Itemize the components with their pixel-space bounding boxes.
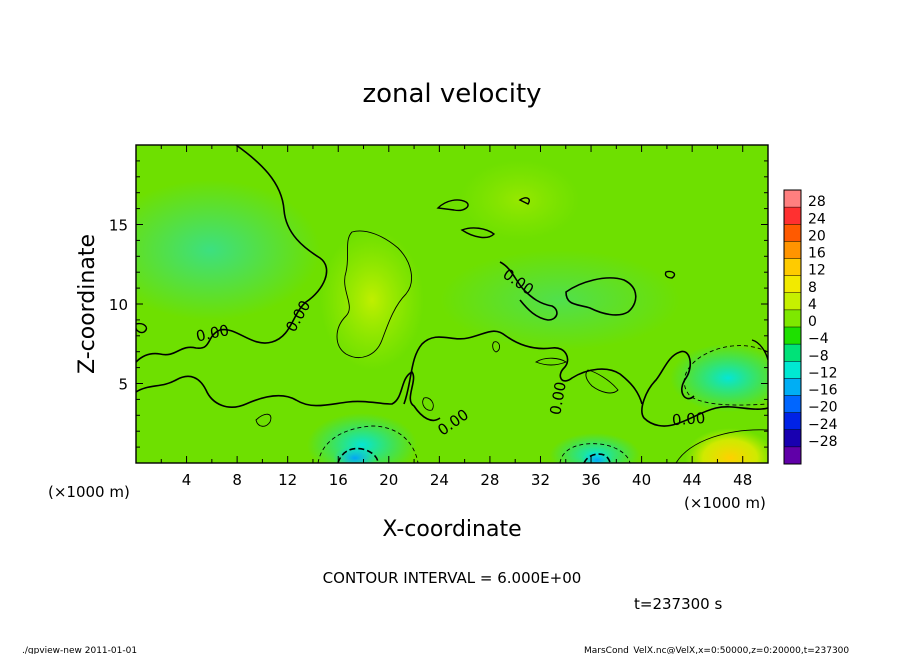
colorbar-label: 28 — [808, 194, 826, 210]
colorbar-swatch — [784, 207, 801, 225]
colorbar-label: 20 — [808, 228, 826, 244]
contour-zero-small6 — [518, 197, 530, 205]
x-tick-label: 40 — [632, 471, 651, 489]
colorbar — [783, 189, 802, 465]
x-tick-label: 28 — [480, 471, 499, 489]
heat-blob-left-teal — [136, 180, 320, 320]
contour-label: 0.00 — [546, 380, 570, 416]
heat-blob-cyan-bottom2 — [550, 433, 640, 463]
contour-negative-bottom2 — [559, 443, 631, 463]
colorbar-label: −12 — [808, 365, 838, 381]
footer-right: MarsCond_VelX.nc@VelX,x=0:50000,z=0:2000… — [584, 646, 849, 654]
colorbar-label: −20 — [808, 400, 838, 416]
contour-zero-island-right — [565, 277, 637, 316]
contour-negative-bottom1 — [317, 425, 419, 463]
heat-blob-yellow-bottomright — [685, 428, 768, 463]
x-unit-right: (×1000 m) — [684, 494, 766, 512]
colorbar-swatch — [784, 292, 801, 311]
colorbar-swatch — [784, 344, 801, 362]
contour-interval: CONTOUR INTERVAL = 6.000E+00 — [323, 569, 582, 587]
contour-zero-small1 — [436, 199, 469, 212]
contour-positive-bottomright — [675, 429, 768, 463]
x-tick-label: 36 — [581, 471, 600, 489]
heat-blob-blue-bottom1 — [333, 446, 377, 463]
heat-blob-cyan-right — [670, 344, 768, 412]
contour-zero-small2 — [460, 227, 496, 239]
contour-label: 0.00 — [671, 409, 706, 429]
x-tick-label: 12 — [278, 471, 297, 489]
x-tick-label: 48 — [733, 471, 752, 489]
contour-zero-right — [641, 350, 768, 427]
y-tick-label: 15 — [109, 217, 128, 235]
colorbar-label: 8 — [808, 280, 817, 296]
heat-blob-mid-teal — [440, 250, 680, 350]
contour-lines — [136, 145, 768, 463]
contour-positive-center — [336, 230, 413, 358]
heatmap-field — [136, 145, 768, 463]
y-tick-label: 10 — [109, 296, 128, 314]
colorbar-swatch — [784, 429, 801, 448]
contour-positive-small3 — [255, 413, 272, 427]
footer-left: ./gpview-new 2011-01-01 — [22, 646, 137, 654]
x-tick-label: 8 — [232, 471, 242, 489]
colorbar-label: −16 — [808, 383, 838, 399]
colorbar-swatch — [784, 378, 801, 396]
y-axis-ticks: 5 10 15 — [109, 160, 768, 448]
colorbar-swatch — [784, 412, 801, 431]
time-label: t=237300 s — [634, 595, 722, 613]
y-tick-label: 5 — [118, 376, 128, 394]
x-tick-label: 24 — [430, 471, 449, 489]
colorbar-swatch — [784, 190, 801, 208]
colorbar-label: 16 — [808, 246, 826, 262]
contour-positive-small4 — [492, 341, 501, 353]
colorbar-label: 24 — [808, 211, 826, 227]
colorbar-swatch — [784, 446, 801, 465]
contour-positive-small5 — [534, 357, 567, 366]
heat-blob-blue-bottom2 — [581, 452, 613, 463]
colorbar-swatch — [784, 275, 801, 294]
contour-zero-squiggle — [499, 261, 558, 321]
colorbar-label: 12 — [808, 263, 826, 279]
colorbar-swatch — [784, 309, 801, 328]
contour-positive-small2 — [585, 369, 619, 394]
heat-blob-cyan-bottom1 — [307, 413, 417, 463]
colorbar-label: 0 — [808, 314, 817, 330]
x-axis-ticks: 4 8 12 16 20 24 28 32 36 40 44 48 — [160, 145, 752, 489]
colorbar-swatch — [784, 327, 801, 345]
x-tick-label: 20 — [379, 471, 398, 489]
x-tick-label: 32 — [531, 471, 550, 489]
colorbar-swatch — [784, 258, 801, 276]
contour-zero-small4 — [664, 270, 676, 279]
contour-positive-small — [422, 397, 434, 411]
colorbar-label: −8 — [808, 348, 829, 364]
x-tick-label: 4 — [182, 471, 192, 489]
x-axis-title: X-coordinate — [382, 517, 521, 542]
contour-negative-bottom1-inner — [337, 447, 379, 463]
x-unit-left: (×1000 m) — [48, 483, 130, 501]
contour-negative-right — [683, 345, 768, 406]
y-axis-title: Z-coordinate — [75, 234, 100, 374]
colorbar-swatch — [784, 241, 801, 259]
contour-zero-mid — [403, 330, 643, 405]
x-tick-label: 44 — [683, 471, 702, 489]
colorbar-label: 4 — [808, 297, 817, 313]
colorbar-label: −24 — [808, 417, 838, 433]
chart-title: zonal velocity — [362, 79, 541, 109]
colorbar-label: −28 — [808, 434, 838, 450]
contour-zero-lower-left — [136, 370, 441, 422]
contour-zero-small3 — [136, 322, 148, 334]
colorbar-label: −4 — [808, 331, 829, 347]
x-tick-label: 16 — [329, 471, 348, 489]
heat-blob-yellowgreen-center — [320, 230, 424, 370]
colorbar-swatch — [784, 395, 801, 413]
colorbar-swatch — [784, 361, 801, 379]
contour-zero-upper-left — [136, 145, 328, 363]
colorbar-swatch — [784, 224, 801, 242]
